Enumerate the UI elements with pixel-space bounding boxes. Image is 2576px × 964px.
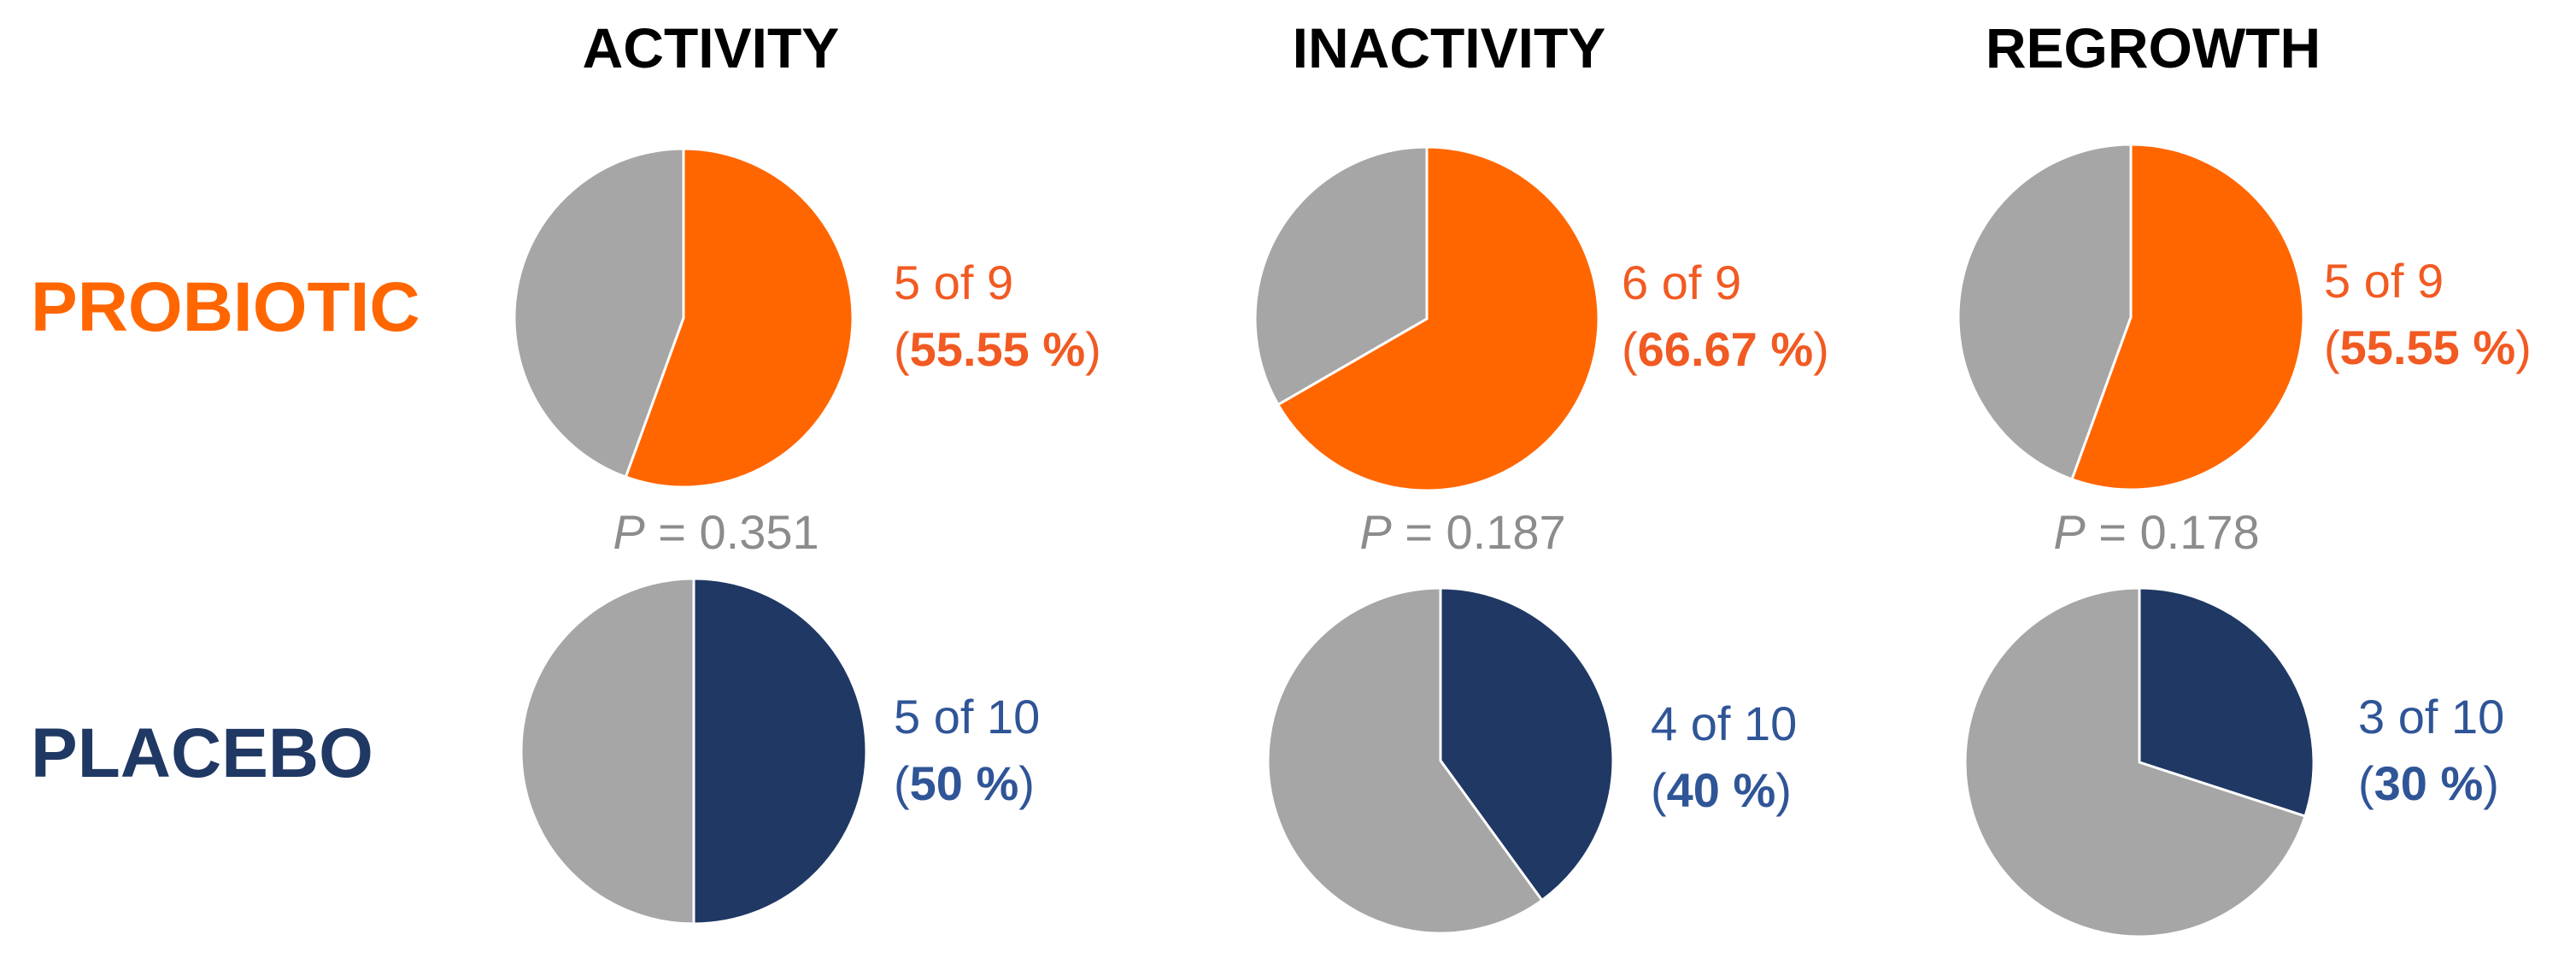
percent-text: (50 %): [894, 756, 1035, 810]
pie-slice-placebo-inactivity-remainder: [1266, 586, 1544, 935]
count-text: 3 of 10: [2358, 690, 2505, 744]
annotation-probiotic-regrowth: 5 of 9 (55.55 %): [2324, 248, 2532, 381]
row-label-probiotic: PROBIOTIC: [31, 268, 420, 346]
pie-slice-probiotic-inactivity-remainder: [1253, 145, 1429, 407]
p-value-inactivity: P = 0.187: [1359, 505, 1566, 559]
count-text: 4 of 10: [1651, 697, 1798, 750]
pie-slice-probiotic-activity-positive: [624, 147, 854, 489]
annotation-placebo-inactivity: 4 of 10 (40 %): [1651, 691, 1797, 824]
percent-text: (30 %): [2358, 756, 2499, 810]
pie-slice-placebo-regrowth-remainder: [1963, 586, 2307, 938]
count-text: 6 of 9: [1622, 256, 1742, 309]
count-text: 5 of 9: [2324, 254, 2444, 308]
pie-slice-placebo-regrowth-positive: [2138, 586, 2315, 818]
count-text: 5 of 9: [894, 256, 1014, 309]
annotation-probiotic-activity: 5 of 9 (55.55 %): [894, 250, 1101, 383]
count-text: 5 of 10: [894, 690, 1041, 744]
pie-slice-probiotic-inactivity-positive: [1276, 145, 1600, 492]
pie-slice-probiotic-activity-remainder: [513, 147, 685, 479]
pie-slice-placebo-activity-positive: [692, 577, 868, 926]
percent-text: (55.55 %): [894, 322, 1101, 376]
column-title-inactivity: INACTIVITY: [1292, 16, 1606, 79]
p-value-regrowth: P = 0.178: [2053, 505, 2260, 559]
annotation-probiotic-inactivity: 6 of 9 (66.67 %): [1622, 250, 1829, 383]
column-title-regrowth: REGROWTH: [1985, 16, 2321, 79]
annotation-placebo-regrowth: 3 of 10 (30 %): [2358, 684, 2504, 817]
percent-text: (40 %): [1651, 763, 1792, 817]
p-value-activity: P = 0.351: [613, 505, 819, 559]
pie-slice-placebo-inactivity-positive: [1439, 586, 1615, 902]
annotation-placebo-activity: 5 of 10 (50 %): [894, 684, 1040, 817]
column-title-activity: ACTIVITY: [582, 16, 840, 79]
percent-text: (66.67 %): [1622, 322, 1829, 376]
row-label-placebo: PLACEBO: [31, 714, 373, 792]
pie-slice-placebo-activity-remainder: [519, 577, 695, 926]
pie-slice-probiotic-regrowth-positive: [2070, 143, 2305, 491]
pie-slice-probiotic-regrowth-remainder: [1957, 143, 2133, 481]
percent-text: (55.55 %): [2324, 320, 2532, 374]
